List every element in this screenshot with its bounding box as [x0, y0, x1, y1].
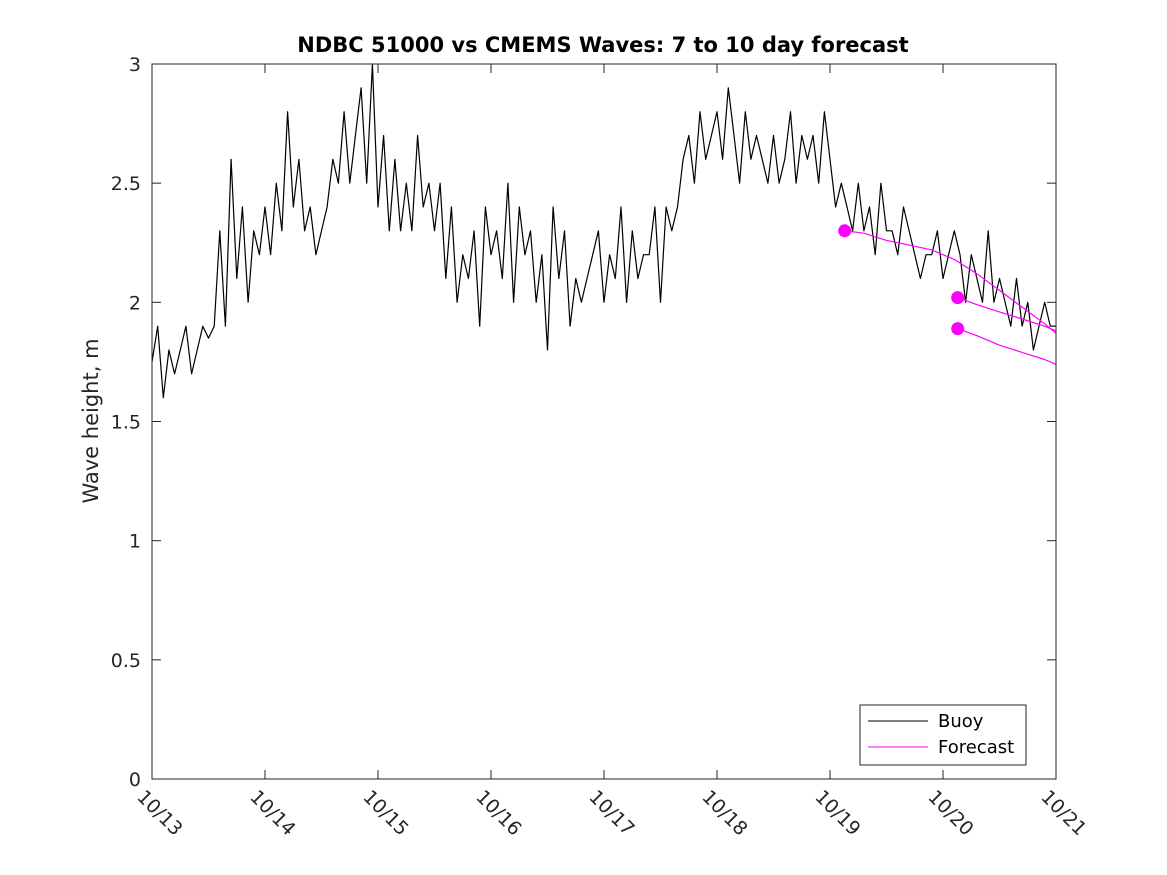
y-tick-label: 0	[129, 769, 141, 791]
forecast-marker-2	[951, 291, 965, 305]
legend: Buoy Forecast	[859, 704, 1027, 766]
chart-title: NDBC 51000 vs CMEMS Waves: 7 to 10 day f…	[297, 33, 908, 57]
series-line-forecast-2	[957, 297, 1057, 332]
forecast-marker-1	[838, 224, 852, 238]
y-tick-label: 2	[129, 292, 141, 314]
series-line-buoy	[151, 63, 1056, 399]
series-line-forecast	[844, 230, 1057, 334]
forecast-marker-3	[951, 322, 965, 336]
series-line-forecast-3	[957, 328, 1057, 365]
legend-box	[859, 704, 1027, 766]
y-axis-label: Wave height, m	[79, 338, 103, 503]
legend-label-buoy: Buoy	[938, 711, 984, 732]
y-tick-label: 1	[129, 531, 141, 553]
y-tick-label: 0.5	[111, 650, 141, 672]
y-tick-label: 2.5	[111, 173, 141, 195]
y-tick-label: 1.5	[111, 412, 141, 434]
y-tick-label: 3	[129, 54, 141, 76]
legend-label-forecast: Forecast	[938, 737, 1014, 758]
marker-layer	[838, 224, 965, 336]
series-layer	[151, 63, 1057, 399]
